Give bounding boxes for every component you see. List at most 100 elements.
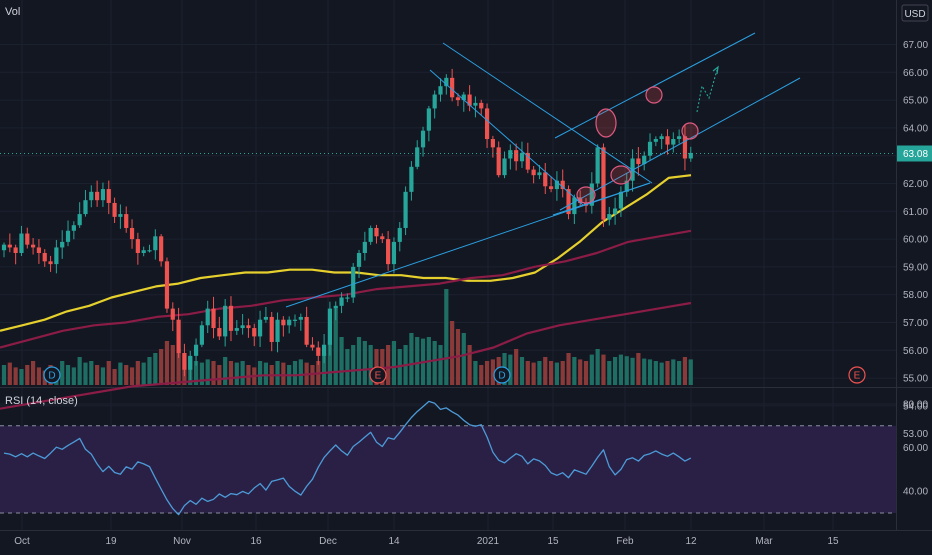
candle-body: [461, 94, 466, 101]
volume-bar: [153, 353, 158, 385]
candle-body: [205, 308, 210, 326]
volume-bar: [578, 359, 583, 385]
volume-bar: [589, 354, 594, 385]
candle-body: [281, 319, 286, 326]
time-axis-label: 15: [547, 536, 559, 547]
candle-body: [572, 197, 577, 215]
volume-bar: [583, 361, 589, 385]
highlight-circle-low-1: [576, 186, 596, 204]
candle-body: [554, 180, 559, 190]
volume-bar: [525, 361, 530, 385]
candle-body: [1, 244, 7, 251]
volume-bar: [89, 361, 94, 385]
moving-average-line-2: [0, 229, 692, 349]
time-axis-label: 2021: [477, 536, 500, 547]
volume-bar: [246, 365, 251, 385]
candle-body: [240, 325, 245, 329]
candle-body: [48, 261, 53, 265]
volume-bar: [193, 361, 199, 385]
trendline-rising-channel-upper: [554, 32, 756, 139]
candle-body: [176, 319, 181, 354]
trendline-rising-channel-lower: [559, 77, 801, 211]
volume-bar: [333, 309, 338, 385]
candle-body: [653, 139, 658, 142]
rsi-tick-label: 60.00: [903, 443, 928, 454]
candle-body: [688, 152, 693, 159]
volume-bar: [362, 341, 367, 385]
volume-bar: [636, 353, 641, 385]
volume-bar: [688, 359, 693, 385]
volume-bar: [461, 333, 466, 385]
volume-bar: [176, 349, 181, 385]
highlight-circle-high: [645, 86, 663, 104]
volume-bar: [479, 365, 484, 385]
candle-body: [420, 130, 426, 148]
candle-body: [193, 344, 199, 356]
candle-body: [112, 202, 117, 217]
candle-body: [153, 236, 158, 251]
candle-body: [316, 347, 321, 356]
rsi-line: [3, 400, 692, 516]
candle-body: [25, 233, 30, 245]
candle-body: [228, 305, 234, 331]
volume-bar: [642, 358, 647, 385]
candle-body: [19, 233, 24, 253]
candle-body: [89, 191, 94, 201]
candle-body: [589, 183, 594, 206]
candle-body: [223, 305, 228, 337]
event-marker-circle: [848, 366, 866, 384]
volume-bar: [647, 359, 653, 385]
candle-body: [647, 141, 653, 156]
candle-body: [368, 227, 373, 242]
currency-badge: [901, 4, 929, 22]
rsi-title: RSI (14, close): [5, 395, 78, 407]
price-tick-label: 64.00: [903, 123, 928, 134]
price-tick-label: 66.00: [903, 68, 928, 79]
volume-bar: [467, 345, 472, 385]
currency-label: USD: [904, 9, 925, 20]
candle-body: [450, 77, 455, 98]
candle-body: [403, 191, 408, 228]
volume-bar: [572, 357, 577, 385]
volume-bar: [508, 354, 513, 385]
candle-body: [135, 239, 140, 253]
candle-body: [397, 227, 402, 242]
volume-bar: [31, 361, 36, 385]
volume-bar: [263, 362, 268, 385]
candle-body: [7, 244, 12, 248]
candle-body: [624, 180, 629, 192]
volume-bar: [19, 369, 24, 385]
candle-body: [519, 152, 525, 162]
candle-body: [380, 236, 385, 240]
candle-body: [496, 147, 501, 176]
volume-bar: [630, 357, 635, 385]
price-tick-label: 55.00: [903, 374, 928, 385]
candle-body: [566, 189, 571, 215]
price-tick-label: 61.00: [903, 207, 928, 218]
volume-bar: [164, 341, 170, 385]
time-axis-label: Nov: [173, 536, 191, 547]
volume-bar: [298, 359, 303, 385]
candle-body: [252, 328, 257, 337]
volume-bar: [682, 357, 688, 385]
projection-arrowhead: [712, 65, 719, 75]
volume-bar: [653, 361, 658, 385]
candle-body: [444, 77, 449, 87]
candle-body: [188, 355, 193, 370]
time-axis-label: 19: [105, 536, 117, 547]
volume-bar: [665, 361, 670, 385]
volume-bar: [607, 361, 612, 385]
volume-bar: [135, 361, 140, 385]
candle-body: [65, 230, 71, 242]
candle-body: [525, 152, 530, 170]
price-tick-label: 60.00: [903, 235, 928, 246]
candle-body: [479, 102, 484, 109]
time-axis-label: 15: [827, 536, 839, 547]
last-price-badge: [897, 145, 932, 162]
candle-body: [106, 189, 111, 203]
candle-body: [304, 316, 309, 345]
candle-body: [42, 253, 47, 262]
candle-body: [269, 316, 274, 342]
